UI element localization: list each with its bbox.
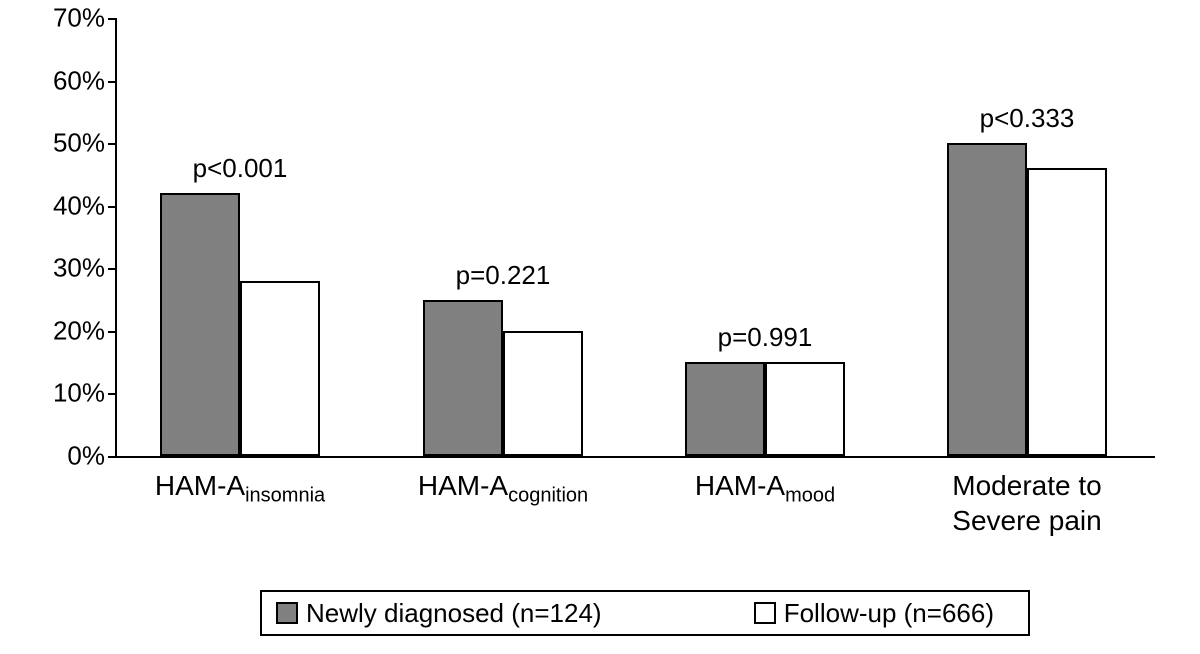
bar-follow: [1027, 168, 1107, 456]
bar-chart: Newly diagnosed (n=124) Follow-up (n=666…: [0, 0, 1200, 654]
p-value-label: p<0.001: [193, 153, 288, 184]
bar-group: [947, 18, 1157, 456]
bar-group: [160, 18, 370, 456]
bar-follow: [240, 281, 320, 456]
bar-newly: [423, 300, 503, 456]
bar-newly: [160, 193, 240, 456]
bar-follow: [503, 331, 583, 456]
y-tick-label: 0%: [15, 441, 105, 472]
y-tick-mark: [108, 268, 115, 270]
bar-group: [423, 18, 633, 456]
y-tick-label: 60%: [15, 65, 105, 96]
legend-label-follow: Follow-up (n=666): [784, 598, 994, 629]
y-tick-label: 20%: [15, 315, 105, 346]
y-tick-mark: [108, 143, 115, 145]
x-category-label: HAM-Amood: [650, 468, 880, 509]
y-tick-mark: [108, 393, 115, 395]
y-tick-label: 40%: [15, 190, 105, 221]
y-tick-label: 70%: [15, 3, 105, 34]
legend: Newly diagnosed (n=124) Follow-up (n=666…: [260, 590, 1030, 636]
y-tick-label: 50%: [15, 128, 105, 159]
x-category-label: Moderate toSevere pain: [912, 468, 1142, 538]
bar-newly: [947, 143, 1027, 456]
y-tick-label: 30%: [15, 253, 105, 284]
bar-group: [685, 18, 895, 456]
p-value-label: p=0.991: [718, 322, 813, 353]
bar-follow: [765, 362, 845, 456]
legend-item-follow: Follow-up (n=666): [754, 598, 994, 629]
legend-swatch-newly: [276, 602, 298, 624]
x-category-label: HAM-Ainsomnia: [125, 468, 355, 509]
bar-newly: [685, 362, 765, 456]
legend-swatch-follow: [754, 602, 776, 624]
y-tick-mark: [108, 206, 115, 208]
legend-label-newly: Newly diagnosed (n=124): [306, 598, 602, 629]
y-tick-mark: [108, 456, 115, 458]
y-tick-mark: [108, 81, 115, 83]
y-tick-mark: [108, 331, 115, 333]
y-tick-label: 10%: [15, 378, 105, 409]
x-category-label: HAM-Acognition: [388, 468, 618, 509]
p-value-label: p=0.221: [456, 260, 551, 291]
y-tick-mark: [108, 18, 115, 20]
p-value-label: p<0.333: [980, 103, 1075, 134]
legend-item-newly: Newly diagnosed (n=124): [276, 598, 602, 629]
plot-area: [115, 18, 1155, 458]
